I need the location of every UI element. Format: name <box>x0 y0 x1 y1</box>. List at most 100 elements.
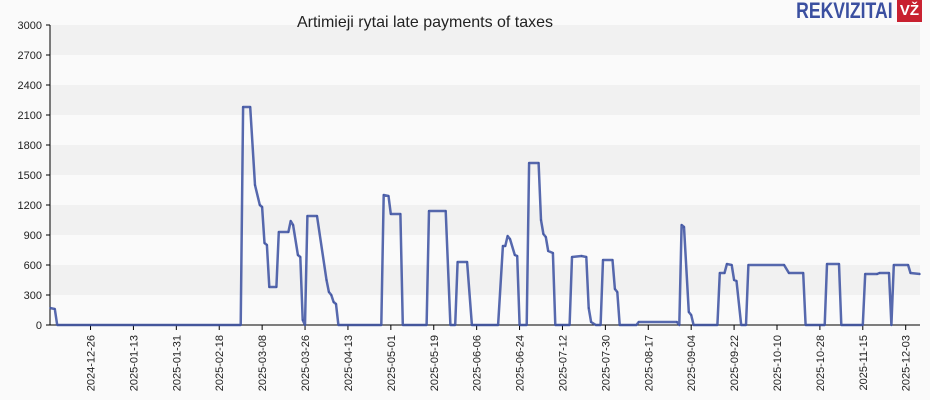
logo-badge: VŽ <box>896 0 922 22</box>
data-point <box>587 307 590 309</box>
data-point <box>266 244 268 246</box>
data-point <box>826 263 828 265</box>
data-point <box>390 213 392 215</box>
data-point <box>316 215 318 217</box>
data-point <box>838 263 840 265</box>
chart-title: Artimieji rytai late payments of taxes <box>296 14 554 31</box>
data-point <box>542 233 545 235</box>
y-tick-label: 0 <box>36 320 42 332</box>
data-point <box>242 106 244 108</box>
data-point <box>919 273 921 275</box>
data-point <box>513 254 516 256</box>
data-point <box>733 279 735 281</box>
y-tick-label: 1800 <box>18 140 42 152</box>
series-line <box>49 105 921 327</box>
data-point <box>518 324 521 326</box>
data-point <box>540 219 542 221</box>
data-point <box>275 286 278 288</box>
x-tick-label: 2025-01-31 <box>171 335 183 391</box>
data-point <box>680 224 683 226</box>
grid-band <box>50 235 920 265</box>
x-tick-label: 2025-10-10 <box>772 335 784 391</box>
data-point <box>382 194 385 196</box>
grid-band <box>50 295 920 325</box>
data-point <box>611 259 614 261</box>
data-point <box>892 264 895 266</box>
y-tick-label: 1500 <box>18 170 42 182</box>
data-point <box>907 264 909 266</box>
data-point <box>723 272 726 274</box>
x-tick-label: 2025-03-26 <box>300 335 312 391</box>
x-tick-label: 2025-05-19 <box>429 335 441 391</box>
y-tick-label: 2400 <box>18 80 42 92</box>
grid-band <box>50 85 920 115</box>
data-point <box>683 226 685 228</box>
data-point <box>261 206 263 208</box>
data-point <box>692 324 695 326</box>
data-point <box>504 245 507 247</box>
y-tick-label: 2700 <box>18 50 42 62</box>
x-tick-label: 2025-09-22 <box>729 335 741 391</box>
data-point <box>735 280 738 282</box>
data-point <box>590 321 592 323</box>
data-point <box>909 272 912 274</box>
data-point <box>380 324 383 326</box>
data-point <box>537 162 540 164</box>
grid-band <box>50 145 920 175</box>
x-tick-label: 2025-10-28 <box>815 335 827 391</box>
data-point <box>249 106 252 108</box>
grid-band <box>50 265 920 295</box>
data-point <box>299 256 302 258</box>
data-point <box>425 324 428 326</box>
data-point <box>571 256 573 258</box>
data-point <box>802 272 805 274</box>
data-point <box>888 272 890 274</box>
data-point <box>471 324 473 326</box>
grid-band <box>50 55 920 85</box>
data-point <box>716 324 719 326</box>
data-point <box>387 195 390 197</box>
data-point <box>554 324 557 326</box>
data-point <box>740 324 743 326</box>
y-tick-label: 900 <box>24 230 42 242</box>
data-point <box>328 291 330 293</box>
data-point <box>864 273 866 275</box>
data-point <box>840 324 843 326</box>
data-point <box>730 264 733 266</box>
data-point <box>456 261 459 263</box>
data-point <box>690 314 692 316</box>
rekvizitai-logo[interactable]: REKVIZITAI VŽ <box>772 0 922 23</box>
data-point <box>330 294 333 296</box>
grid-band <box>50 25 920 55</box>
data-point <box>595 324 597 326</box>
data-point <box>878 272 881 274</box>
data-point <box>585 256 588 258</box>
data-point <box>332 301 335 303</box>
data-point <box>239 324 242 326</box>
data-point <box>497 324 499 326</box>
data-point <box>788 272 790 274</box>
data-point <box>747 264 750 266</box>
data-point <box>635 324 638 326</box>
x-tick-label: 2025-06-24 <box>515 335 527 391</box>
x-tick-label: 2025-09-04 <box>686 335 698 391</box>
data-point <box>449 324 452 326</box>
data-point <box>516 255 518 257</box>
x-tick-label: 2025-06-06 <box>472 335 484 391</box>
y-tick-label: 1200 <box>18 200 42 212</box>
data-point <box>466 261 468 263</box>
data-point <box>297 254 299 256</box>
data-point <box>580 255 583 257</box>
data-point <box>53 308 56 310</box>
x-tick-label: 2025-08-17 <box>643 335 655 391</box>
data-point <box>428 210 430 212</box>
data-point <box>292 224 294 226</box>
data-point <box>876 273 878 275</box>
x-tick-label: 2024-12-26 <box>86 335 98 391</box>
y-tick-label: 300 <box>24 290 42 302</box>
data-point <box>726 263 728 265</box>
data-point <box>509 238 511 240</box>
data-point <box>254 184 256 186</box>
data-point <box>287 231 290 233</box>
